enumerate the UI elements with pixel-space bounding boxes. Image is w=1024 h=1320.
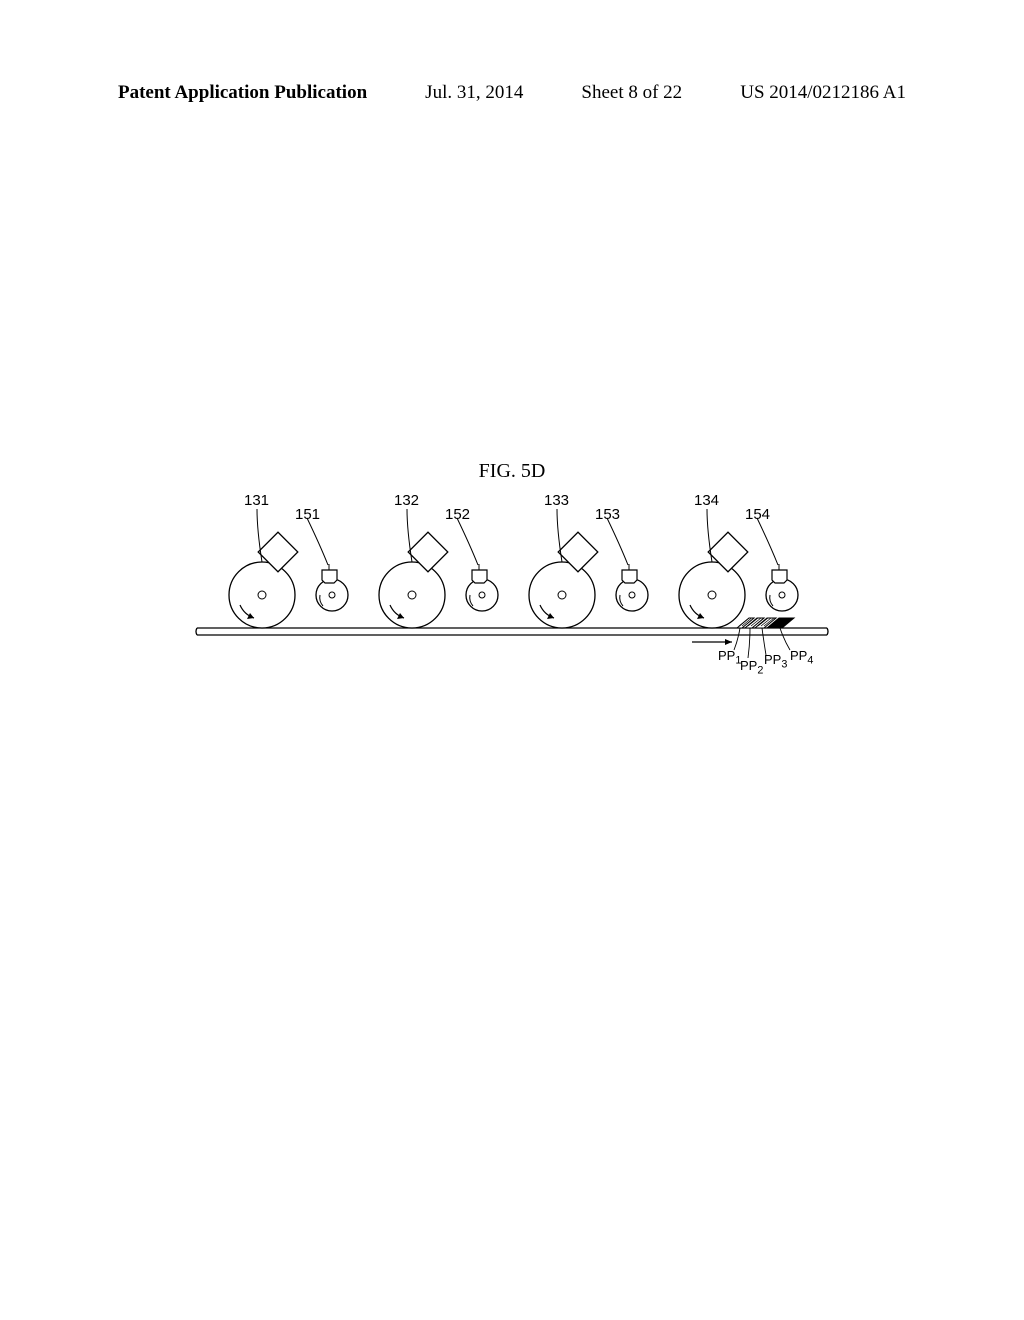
label-153: 153 [595, 506, 620, 523]
figure-label: FIG. 5D [479, 460, 546, 483]
label-134: 134 [694, 492, 719, 509]
label-152: 152 [445, 506, 470, 523]
drum-unit-2 [379, 509, 498, 628]
label-pp1: PP1 [718, 648, 741, 667]
drum-unit-1 [229, 509, 348, 628]
patent-number: US 2014/0212186 A1 [740, 82, 906, 104]
figure-5d: 131 151 132 152 133 153 134 154 PP1 PP2 … [192, 500, 832, 700]
drum-unit-3 [529, 509, 648, 628]
label-132: 132 [394, 492, 419, 509]
sheet-number: Sheet 8 of 22 [581, 82, 682, 104]
publication-label: Patent Application Publication [118, 82, 367, 104]
label-131: 131 [244, 492, 269, 509]
page-header: Patent Application Publication Jul. 31, … [0, 82, 1024, 104]
label-151: 151 [295, 506, 320, 523]
publication-date: Jul. 31, 2014 [425, 82, 523, 104]
drum-unit-4 [679, 509, 798, 658]
figure-svg [192, 500, 832, 700]
label-133: 133 [544, 492, 569, 509]
label-pp2: PP2 [740, 658, 763, 677]
label-154: 154 [745, 506, 770, 523]
label-pp4: PP4 [790, 648, 813, 667]
label-pp3: PP3 [764, 652, 787, 671]
